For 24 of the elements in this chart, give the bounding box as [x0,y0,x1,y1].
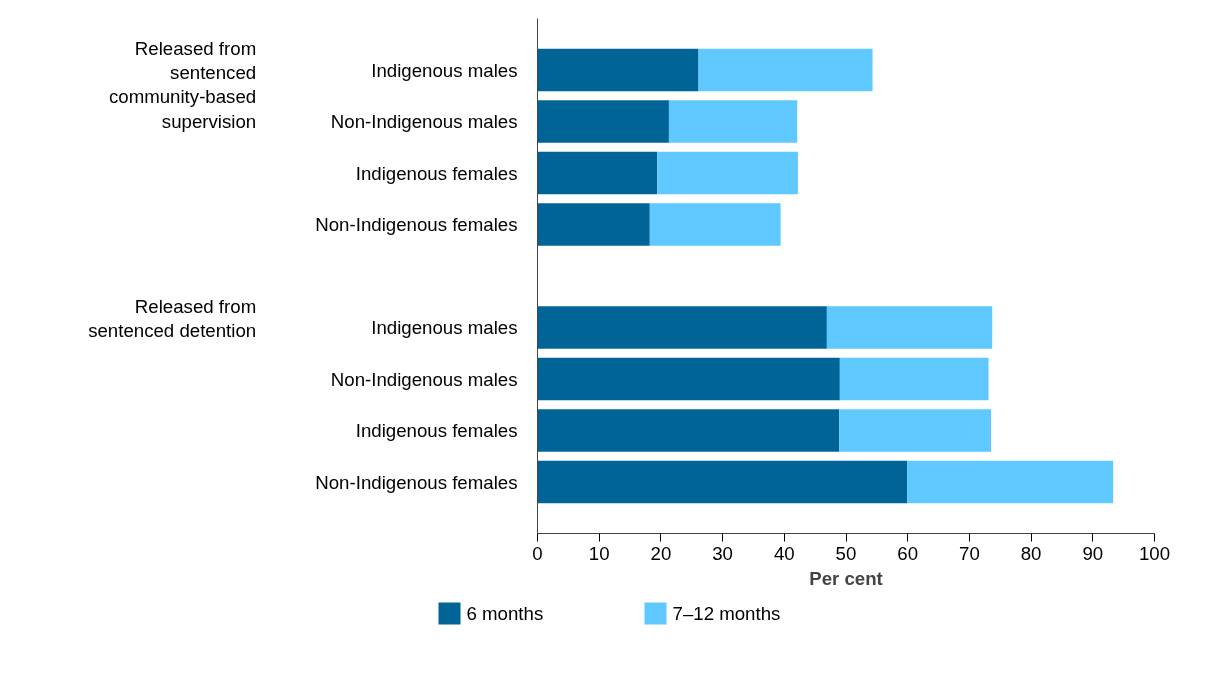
y-tick-label: Indigenous males [371,59,518,81]
text: Released from sentenced detention [88,295,257,341]
x-tick-label: 70 [959,542,980,564]
x-tick-label: 60 [897,542,919,564]
legend-label: 7–12 months [672,603,781,624]
x-axis-title: Per cent [809,567,883,589]
y-tick-label: Indigenous males [371,317,518,338]
x-tick-label: 100 [1138,542,1171,564]
y-tick-label: Indigenous females [355,162,518,184]
text: Released from sentenced community-based supervision [108,38,257,132]
x-tick-label: 10 [588,542,610,564]
x-tick-label: 30 [712,542,733,564]
y-tick-label: Non-Indigenous males [330,368,518,390]
y-tick-label: Non-Indigenous females [315,214,518,235]
x-tick-label: 40 [773,542,795,564]
x-tick-label: 80 [1020,542,1042,564]
y-tick-label: Non-Indigenous males [330,111,518,132]
x-tick-label: 20 [650,542,672,564]
x-tick-label: 50 [835,542,857,564]
x-tick-label: 0 [532,542,543,564]
x-tick-label: 90 [1082,542,1104,564]
legend-label: 6 months [466,603,544,624]
y-tick-label: Indigenous females [355,420,518,441]
y-tick-label: Non-Indigenous females [315,471,518,493]
